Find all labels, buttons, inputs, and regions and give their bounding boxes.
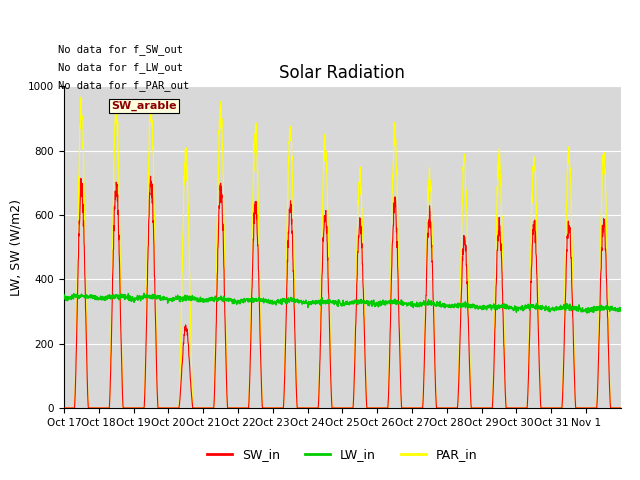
- Text: No data for f_SW_out: No data for f_SW_out: [58, 45, 184, 56]
- Text: No data for f_PAR_out: No data for f_PAR_out: [58, 80, 189, 91]
- Title: Solar Radiation: Solar Radiation: [280, 64, 405, 82]
- Legend: SW_in, LW_in, PAR_in: SW_in, LW_in, PAR_in: [202, 443, 483, 466]
- Text: SW_arable: SW_arable: [111, 101, 177, 111]
- Y-axis label: LW, SW (W/m2): LW, SW (W/m2): [10, 199, 22, 296]
- Text: No data for f_LW_out: No data for f_LW_out: [58, 62, 184, 73]
